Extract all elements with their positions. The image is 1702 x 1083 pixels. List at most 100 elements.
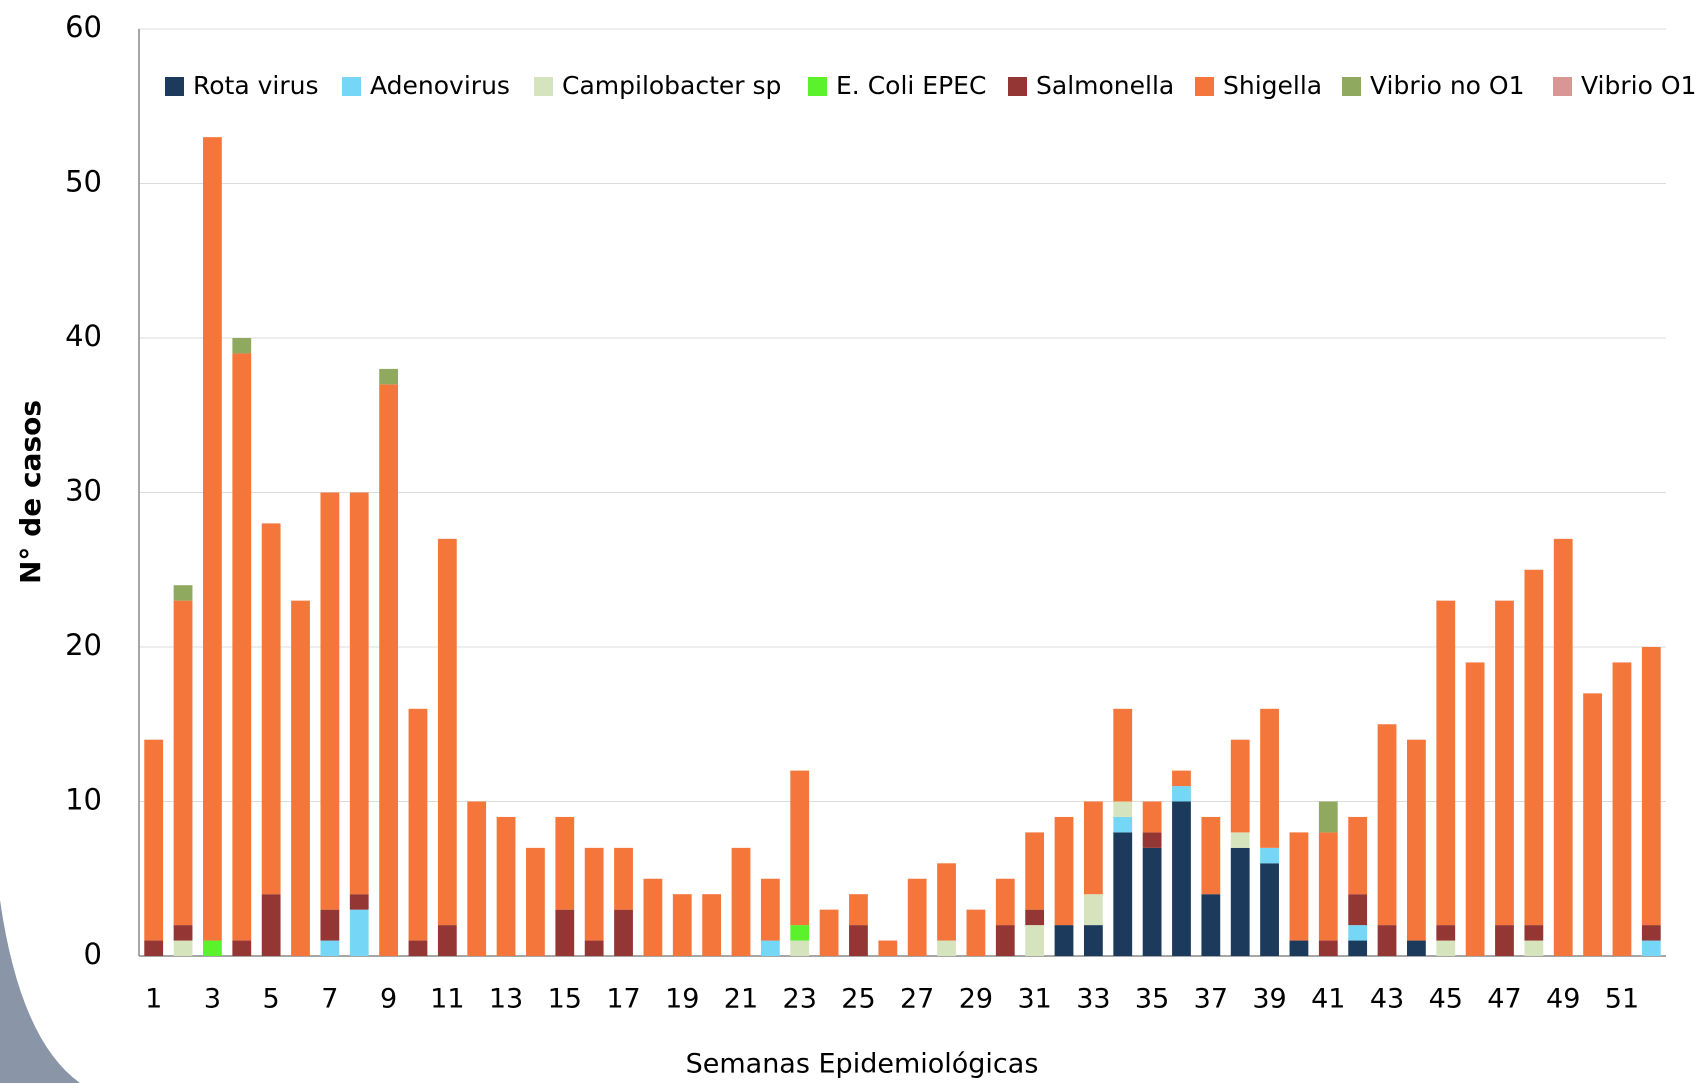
bar-segment bbox=[261, 523, 281, 895]
bar-segment bbox=[1230, 832, 1250, 848]
bar-segment bbox=[203, 137, 222, 941]
y-tick-label: 50 bbox=[65, 165, 102, 199]
bar-segment bbox=[437, 538, 457, 926]
legend-swatch bbox=[342, 77, 361, 96]
x-tick-label: 35 bbox=[1135, 984, 1169, 1015]
bar-segment bbox=[291, 600, 310, 956]
y-tick-label: 30 bbox=[65, 474, 102, 508]
x-tick-label: 43 bbox=[1370, 984, 1404, 1015]
bar-segment bbox=[937, 940, 956, 956]
x-axis-title: Semanas Epidemiológicas bbox=[686, 1049, 1039, 1080]
bar-segment bbox=[878, 940, 898, 956]
x-tick-label: 3 bbox=[204, 984, 221, 1015]
bar-segment bbox=[584, 847, 604, 941]
bar-segment bbox=[1524, 925, 1544, 941]
bar-segment bbox=[349, 909, 369, 956]
legend-swatch bbox=[1008, 77, 1027, 96]
bar-segment bbox=[1113, 801, 1133, 817]
bar-segment bbox=[849, 925, 868, 956]
bar-segment bbox=[614, 909, 633, 956]
bar-segment bbox=[1553, 538, 1573, 956]
x-tick-label: 21 bbox=[724, 984, 758, 1015]
bar-segment bbox=[1641, 940, 1661, 956]
y-tick-label: 20 bbox=[65, 628, 102, 662]
bar-segment bbox=[379, 368, 399, 385]
background-decoration bbox=[0, 900, 80, 1083]
y-tick-label: 10 bbox=[65, 783, 102, 817]
bar-segment bbox=[1641, 925, 1661, 941]
legend-label: Adenovirus bbox=[370, 71, 510, 100]
bar-segment bbox=[1260, 863, 1279, 956]
legend-swatch bbox=[534, 77, 553, 96]
x-tick-label: 37 bbox=[1194, 984, 1228, 1015]
bar-segment bbox=[144, 739, 164, 941]
bar-segment bbox=[1172, 770, 1191, 787]
legend-label: Rota virus bbox=[193, 71, 319, 100]
bar-segment bbox=[1436, 600, 1456, 926]
bar-segment bbox=[1583, 693, 1602, 956]
bar-segment bbox=[1172, 786, 1191, 802]
x-tick-label: 31 bbox=[1017, 984, 1051, 1015]
bar-segment bbox=[790, 770, 810, 926]
x-tick-label: 29 bbox=[959, 984, 993, 1015]
bar-segment bbox=[1113, 816, 1133, 833]
bar-segment bbox=[672, 894, 692, 956]
bar-segment bbox=[937, 863, 956, 941]
bar-segment bbox=[614, 847, 633, 910]
bar-segment bbox=[1054, 925, 1074, 956]
bar-segment bbox=[320, 492, 340, 910]
bar-segment bbox=[203, 940, 222, 956]
bar-segment bbox=[1172, 801, 1191, 956]
bar-segment bbox=[261, 894, 281, 956]
bar-segment bbox=[849, 894, 868, 926]
bar-segment bbox=[790, 940, 810, 956]
bar-segment bbox=[173, 600, 193, 926]
bar-segment bbox=[1083, 894, 1103, 926]
x-tick-label: 25 bbox=[841, 984, 875, 1015]
bar-segment bbox=[819, 909, 839, 956]
x-tick-label: 33 bbox=[1076, 984, 1110, 1015]
bar-segment bbox=[1641, 647, 1661, 926]
x-tick-label: 7 bbox=[321, 984, 338, 1015]
bar-segment bbox=[496, 816, 516, 956]
bar-segment bbox=[1348, 894, 1368, 926]
x-tick-label: 23 bbox=[783, 984, 817, 1015]
legend-label: Salmonella bbox=[1036, 71, 1174, 100]
legend-label: Vibrio no O1 bbox=[1370, 71, 1525, 100]
bar-segment bbox=[320, 909, 340, 941]
bar-segment bbox=[349, 492, 369, 895]
bar-segment bbox=[232, 353, 252, 941]
bar-segment bbox=[1025, 832, 1045, 910]
bar-segment bbox=[1406, 940, 1426, 956]
bar-segment bbox=[995, 878, 1015, 926]
bar-segment bbox=[1230, 847, 1250, 956]
legend-swatch bbox=[1195, 77, 1214, 96]
y-tick-label: 40 bbox=[65, 319, 102, 353]
bar-segment bbox=[1054, 816, 1074, 926]
bar-segment bbox=[1289, 832, 1309, 941]
x-tick-label: 19 bbox=[665, 984, 699, 1015]
bar-segment bbox=[467, 801, 487, 956]
bar-segment bbox=[173, 940, 193, 956]
x-tick-label: 17 bbox=[606, 984, 640, 1015]
bar-segment bbox=[1436, 940, 1456, 956]
bar-segment bbox=[790, 925, 810, 941]
legend-swatch bbox=[165, 77, 184, 96]
bar-segment bbox=[1260, 708, 1279, 848]
bar-segment bbox=[1465, 662, 1485, 956]
bar-segment bbox=[907, 878, 927, 956]
x-tick-label: 11 bbox=[430, 984, 464, 1015]
bar-segment bbox=[1348, 925, 1368, 941]
bar-segment bbox=[1142, 832, 1162, 848]
bar-segment bbox=[1260, 847, 1279, 864]
x-tick-label: 5 bbox=[263, 984, 280, 1015]
bar-segment bbox=[1142, 801, 1162, 833]
bar-segment bbox=[1201, 894, 1221, 956]
bar-segment bbox=[995, 925, 1015, 956]
bar-segment bbox=[966, 909, 986, 956]
x-tick-label: 9 bbox=[380, 984, 397, 1015]
bar-segment bbox=[1142, 847, 1162, 956]
bar-segment bbox=[1318, 801, 1338, 833]
bar-segment bbox=[1113, 708, 1133, 802]
legend-swatch bbox=[1342, 77, 1361, 96]
